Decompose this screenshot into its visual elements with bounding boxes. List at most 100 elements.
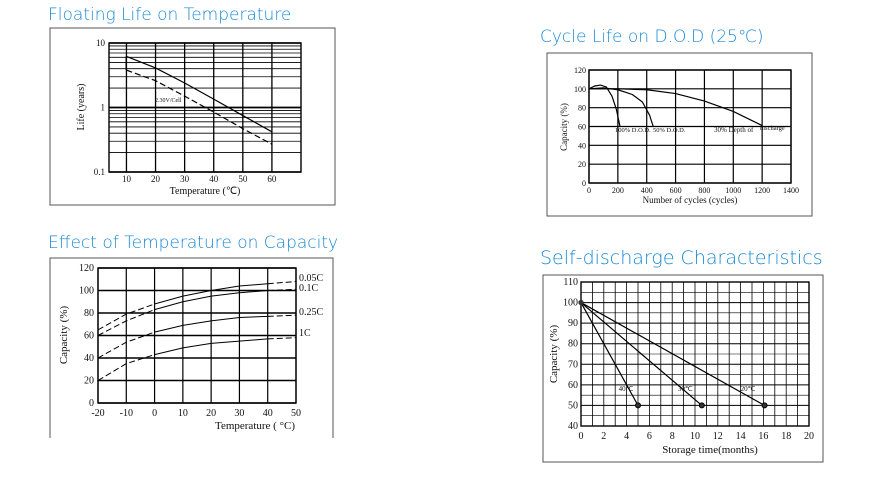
y-tick-label: 50: [568, 400, 578, 411]
chart-1: [546, 52, 813, 217]
series-label: 40℃: [619, 385, 634, 393]
chart-title-temperature-capacity: Effect of Temperature on Capacity: [48, 233, 339, 253]
x-tick-label: -10: [120, 408, 133, 419]
y-tick-label: 80: [84, 308, 94, 319]
series-line-0-1c-dashed-end: [267, 288, 297, 291]
x-tick-label: 18: [781, 431, 791, 442]
gridlines: [97, 267, 297, 404]
series-label: 0.25C: [299, 307, 324, 318]
y-tick-label: 100: [563, 298, 578, 309]
x-tick-label: 14: [736, 431, 746, 442]
x-axis-label: Temperature (℃): [170, 186, 241, 197]
y-tick-label: 60: [84, 331, 94, 342]
series-label-100-dod: 100% D.O.D.: [615, 127, 651, 134]
series-line-30-depth-of-discharge: [589, 88, 763, 127]
x-tick-label: 6: [647, 431, 652, 442]
x-tick-label: 1400: [783, 186, 799, 195]
y-axis-label: Capacity (%): [559, 103, 569, 151]
series-line-1: [126, 69, 273, 145]
x-tick-label: 30: [180, 174, 190, 184]
x-tick-label: 40: [209, 174, 219, 184]
x-tick-label: 50: [238, 174, 248, 184]
series-line-0-1c-dashed-start: [97, 309, 155, 336]
series-line-20-: [580, 302, 765, 406]
series-line-50-d-o-d-: [588, 87, 654, 127]
y-tick-label: 90: [568, 318, 578, 329]
y-tick-label: 100: [574, 85, 586, 94]
y-tick-label: 40: [578, 141, 586, 150]
x-tick-label: 50: [291, 408, 301, 419]
x-tick-label: 16: [758, 431, 768, 442]
series-line-1c: [154, 338, 268, 356]
x-tick-label: 2: [601, 431, 606, 442]
series-line-0: [126, 55, 273, 133]
series-line-0-1c: [154, 290, 268, 311]
chart-0: [49, 27, 336, 206]
x-tick-label: 200: [612, 186, 624, 195]
series-label: 20℃: [741, 385, 756, 393]
series-line-1c-dashed-end: [267, 337, 297, 340]
x-tick-label: -20: [91, 408, 104, 419]
x-axis-label: Number of cycles (cycles): [643, 195, 738, 205]
x-tick-label: 10: [122, 174, 132, 184]
series-label-50-dod: 50% D.O.D.: [653, 127, 686, 134]
x-tick-label: 1200: [754, 186, 770, 195]
series-line-0-25c-dashed-end: [267, 314, 297, 317]
y-tick-label: 40: [568, 421, 578, 432]
chart-title-self-discharge: Self-discharge Characteristics: [540, 247, 823, 269]
x-tick-label: 30: [234, 408, 244, 419]
series-line-100-d-o-d-: [588, 84, 621, 127]
series-line-0-05c-dashed-start: [97, 303, 155, 331]
y-tick-label: 120: [574, 66, 586, 75]
series-label: 0.05C: [299, 273, 324, 284]
x-tick-label: 60: [267, 174, 277, 184]
y-axis-label: Capacity (%): [58, 305, 70, 364]
x-tick-label: 4: [624, 431, 629, 442]
series-line-40-: [580, 302, 639, 406]
x-tick-label: 0: [152, 408, 157, 419]
y-tick-label: 10: [96, 38, 106, 48]
series-line-0-25c: [154, 315, 268, 333]
series-label: 1C: [299, 328, 311, 339]
chart-title-cycle-life: Cycle Life on D.O.D (25℃): [540, 27, 764, 47]
series-line-1c-dashed-start: [97, 354, 155, 381]
x-tick-label: 10: [690, 431, 700, 442]
x-tick-label: 1000: [725, 186, 741, 195]
x-axis-label: Storage time(months): [662, 444, 758, 456]
x-tick-label: 400: [641, 186, 653, 195]
y-tick-label: 110: [563, 277, 578, 288]
chart-2: [49, 257, 334, 438]
x-tick-label: 0: [587, 186, 591, 195]
x-tick-label: 600: [670, 186, 682, 195]
series-label: 30℃: [678, 385, 693, 393]
y-tick-label: 120: [79, 263, 94, 274]
plot-area: [108, 42, 302, 173]
gridlines: [109, 42, 301, 173]
plot-area: [588, 69, 792, 184]
x-tick-label: 0: [579, 431, 584, 442]
series-label-30-dod: 30% Depth of: [714, 126, 754, 134]
series-line-30-: [580, 302, 703, 406]
chart-frame: [49, 257, 334, 438]
gridlines: [580, 281, 810, 427]
x-tick-label: 800: [698, 186, 710, 195]
x-tick-label: 12: [713, 431, 723, 442]
y-tick-label: 70: [568, 359, 578, 370]
series-end-marker: [761, 402, 768, 409]
series-label: 0.1C: [299, 283, 319, 294]
series-line-0-05c: [154, 283, 268, 305]
series-start-marker: [578, 300, 584, 306]
x-tick-label: 8: [670, 431, 675, 442]
chart-3: [542, 274, 824, 463]
y-tick-label: 60: [568, 380, 578, 391]
plot-area: [580, 281, 810, 427]
annotation-label: 2.30V/Cell: [155, 98, 182, 104]
y-tick-label: 40: [84, 353, 94, 364]
y-tick-label: 100: [79, 286, 94, 297]
y-tick-label: 60: [578, 123, 586, 132]
series-end-marker: [635, 402, 641, 409]
series-end-marker: [698, 402, 705, 409]
x-axis-label: Temperature ( °C): [215, 420, 295, 432]
y-tick-label: 0: [89, 398, 94, 409]
